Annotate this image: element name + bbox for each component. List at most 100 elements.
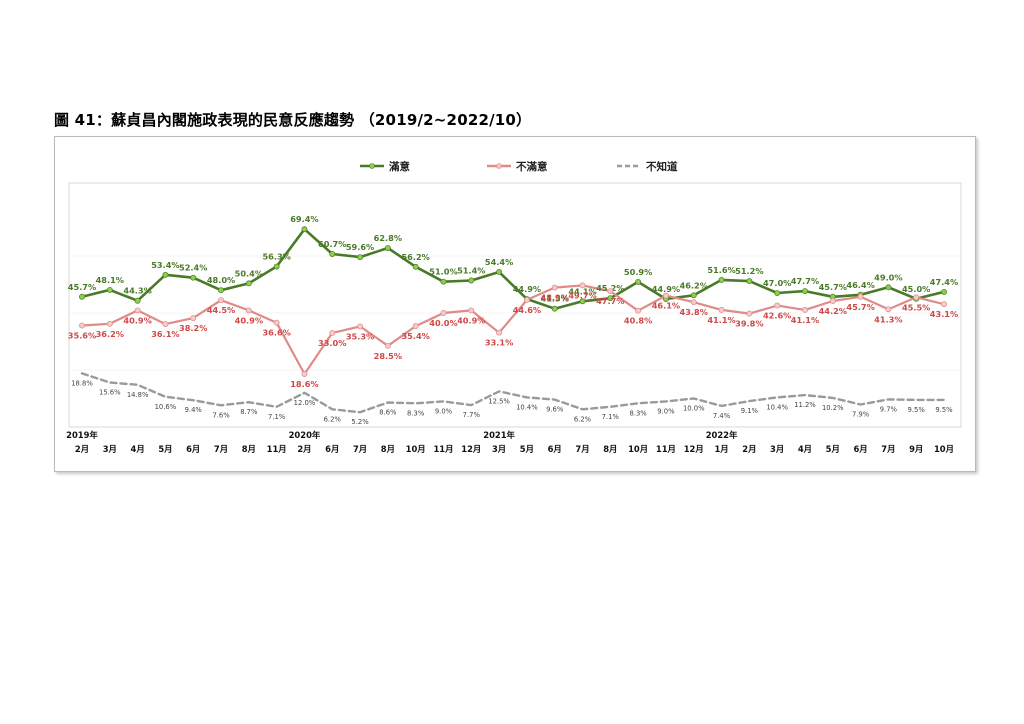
data-point-0-14 (468, 277, 475, 284)
data-label-1-8: 18.6% (290, 379, 318, 389)
data-label-1-17: 48.9% (541, 293, 569, 303)
data-point-0-17 (551, 305, 558, 312)
data-label-1-19: 47.7% (596, 296, 624, 306)
data-label-1-7: 36.6% (262, 328, 290, 338)
data-point-0-3 (162, 271, 169, 278)
data-label-1-18: 49.7% (568, 290, 596, 300)
data-point-0-31 (941, 288, 947, 295)
data-label-2-17: 9.6% (546, 406, 564, 414)
data-point-1-28 (857, 293, 864, 300)
data-label-1-12: 35.4% (401, 331, 429, 341)
data-point-1-20 (635, 307, 642, 314)
data-point-1-16 (523, 296, 530, 303)
data-label-0-29: 49.0% (874, 272, 902, 282)
x-tick-label-14: 12月 (461, 444, 481, 454)
data-label-2-19: 7.1% (602, 413, 620, 421)
data-label-1-15: 33.1% (485, 338, 513, 348)
data-point-1-21 (662, 292, 669, 299)
data-label-0-26: 47.7% (791, 276, 819, 286)
data-point-1-2 (134, 307, 141, 314)
data-point-0-0 (79, 293, 85, 300)
figure-title: 圖 41：蘇貞昌內閣施政表現的民意反應趨勢 （2019/2~2022/10） (54, 111, 532, 129)
data-label-1-13: 40.0% (429, 318, 457, 328)
legend-marker-1 (496, 163, 502, 169)
data-label-1-4: 38.2% (179, 323, 207, 333)
legend-label-2: 不知道 (646, 160, 678, 173)
data-point-1-1 (106, 320, 113, 327)
data-point-0-29 (885, 284, 892, 291)
data-label-2-29: 9.7% (880, 405, 898, 413)
legend-marker-0 (369, 163, 375, 169)
data-point-1-12 (412, 323, 419, 330)
data-point-1-17 (551, 284, 558, 291)
plot-area (68, 182, 962, 428)
data-point-0-26 (802, 288, 808, 295)
data-point-1-23 (718, 306, 725, 313)
legend-label-1: 不滿意 (516, 160, 548, 173)
year-label-3: 2022年 (706, 430, 738, 440)
data-label-1-6: 40.9% (235, 315, 263, 325)
data-label-0-10: 59.6% (346, 242, 374, 252)
data-label-0-31: 47.4% (930, 277, 958, 287)
x-tick-label-6: 8月 (242, 444, 256, 454)
data-label-1-5: 44.5% (207, 305, 235, 315)
data-point-0-7 (273, 263, 280, 270)
x-tick-label-24: 2月 (742, 444, 756, 454)
data-point-0-18 (579, 298, 586, 305)
data-point-1-13 (440, 310, 447, 316)
data-point-1-29 (885, 306, 892, 313)
data-label-1-9: 33.0% (318, 338, 346, 348)
data-label-2-1: 15.6% (99, 389, 121, 397)
data-point-1-22 (690, 299, 697, 306)
data-label-0-9: 60.7% (318, 239, 346, 249)
x-tick-label-29: 7月 (881, 444, 895, 454)
data-label-2-25: 10.4% (766, 403, 788, 411)
data-label-0-22: 46.2% (680, 280, 708, 290)
year-label-2: 2021年 (483, 430, 515, 440)
x-tick-label-7: 11月 (267, 444, 287, 454)
data-label-2-23: 7.4% (713, 412, 731, 420)
x-tick-label-10: 7月 (353, 444, 367, 454)
x-tick-label-18: 7月 (575, 444, 589, 454)
data-point-0-15 (496, 269, 503, 275)
x-tick-label-3: 5月 (158, 444, 172, 454)
x-tick-label-1: 3月 (103, 444, 117, 454)
data-label-0-24: 51.2% (735, 266, 763, 276)
data-point-1-27 (829, 298, 836, 304)
x-tick-label-16: 5月 (520, 444, 534, 454)
data-point-1-9 (329, 329, 336, 336)
data-label-1-27: 44.2% (819, 306, 847, 316)
data-point-0-24 (746, 278, 753, 285)
data-label-2-13: 9.0% (435, 407, 453, 415)
x-tick-label-22: 12月 (684, 444, 704, 454)
data-label-1-21: 46.1% (652, 301, 680, 311)
data-label-1-14: 40.9% (457, 315, 485, 325)
data-label-2-16: 10.4% (516, 403, 538, 411)
data-label-1-28: 45.7% (846, 302, 874, 312)
data-label-0-30: 45.0% (902, 284, 930, 294)
data-point-0-6 (245, 280, 252, 287)
data-point-1-6 (245, 307, 252, 314)
data-point-0-1 (106, 286, 113, 293)
data-label-1-25: 42.6% (763, 311, 791, 321)
data-label-1-2: 40.9% (123, 315, 151, 325)
data-label-2-31: 9.5% (935, 406, 953, 414)
data-point-0-10 (357, 254, 364, 261)
data-label-1-30: 45.5% (902, 302, 930, 312)
data-point-0-25 (774, 290, 781, 296)
data-point-0-9 (329, 251, 336, 257)
data-label-0-23: 51.6% (707, 265, 735, 275)
data-label-0-7: 56.3% (262, 252, 290, 262)
data-point-1-30 (913, 294, 920, 301)
data-label-0-20: 50.9% (624, 267, 652, 277)
data-point-0-4 (190, 274, 197, 281)
x-tick-label-27: 5月 (826, 444, 840, 454)
data-label-0-15: 54.4% (485, 257, 513, 267)
data-label-0-1: 48.1% (96, 275, 124, 285)
data-label-2-5: 7.6% (212, 411, 230, 419)
data-label-0-16: 44.9% (513, 284, 541, 294)
data-point-0-22 (690, 292, 697, 299)
data-label-0-27: 45.7% (819, 282, 847, 292)
x-tick-label-23: 1月 (714, 444, 728, 454)
x-tick-label-9: 6月 (325, 444, 339, 454)
